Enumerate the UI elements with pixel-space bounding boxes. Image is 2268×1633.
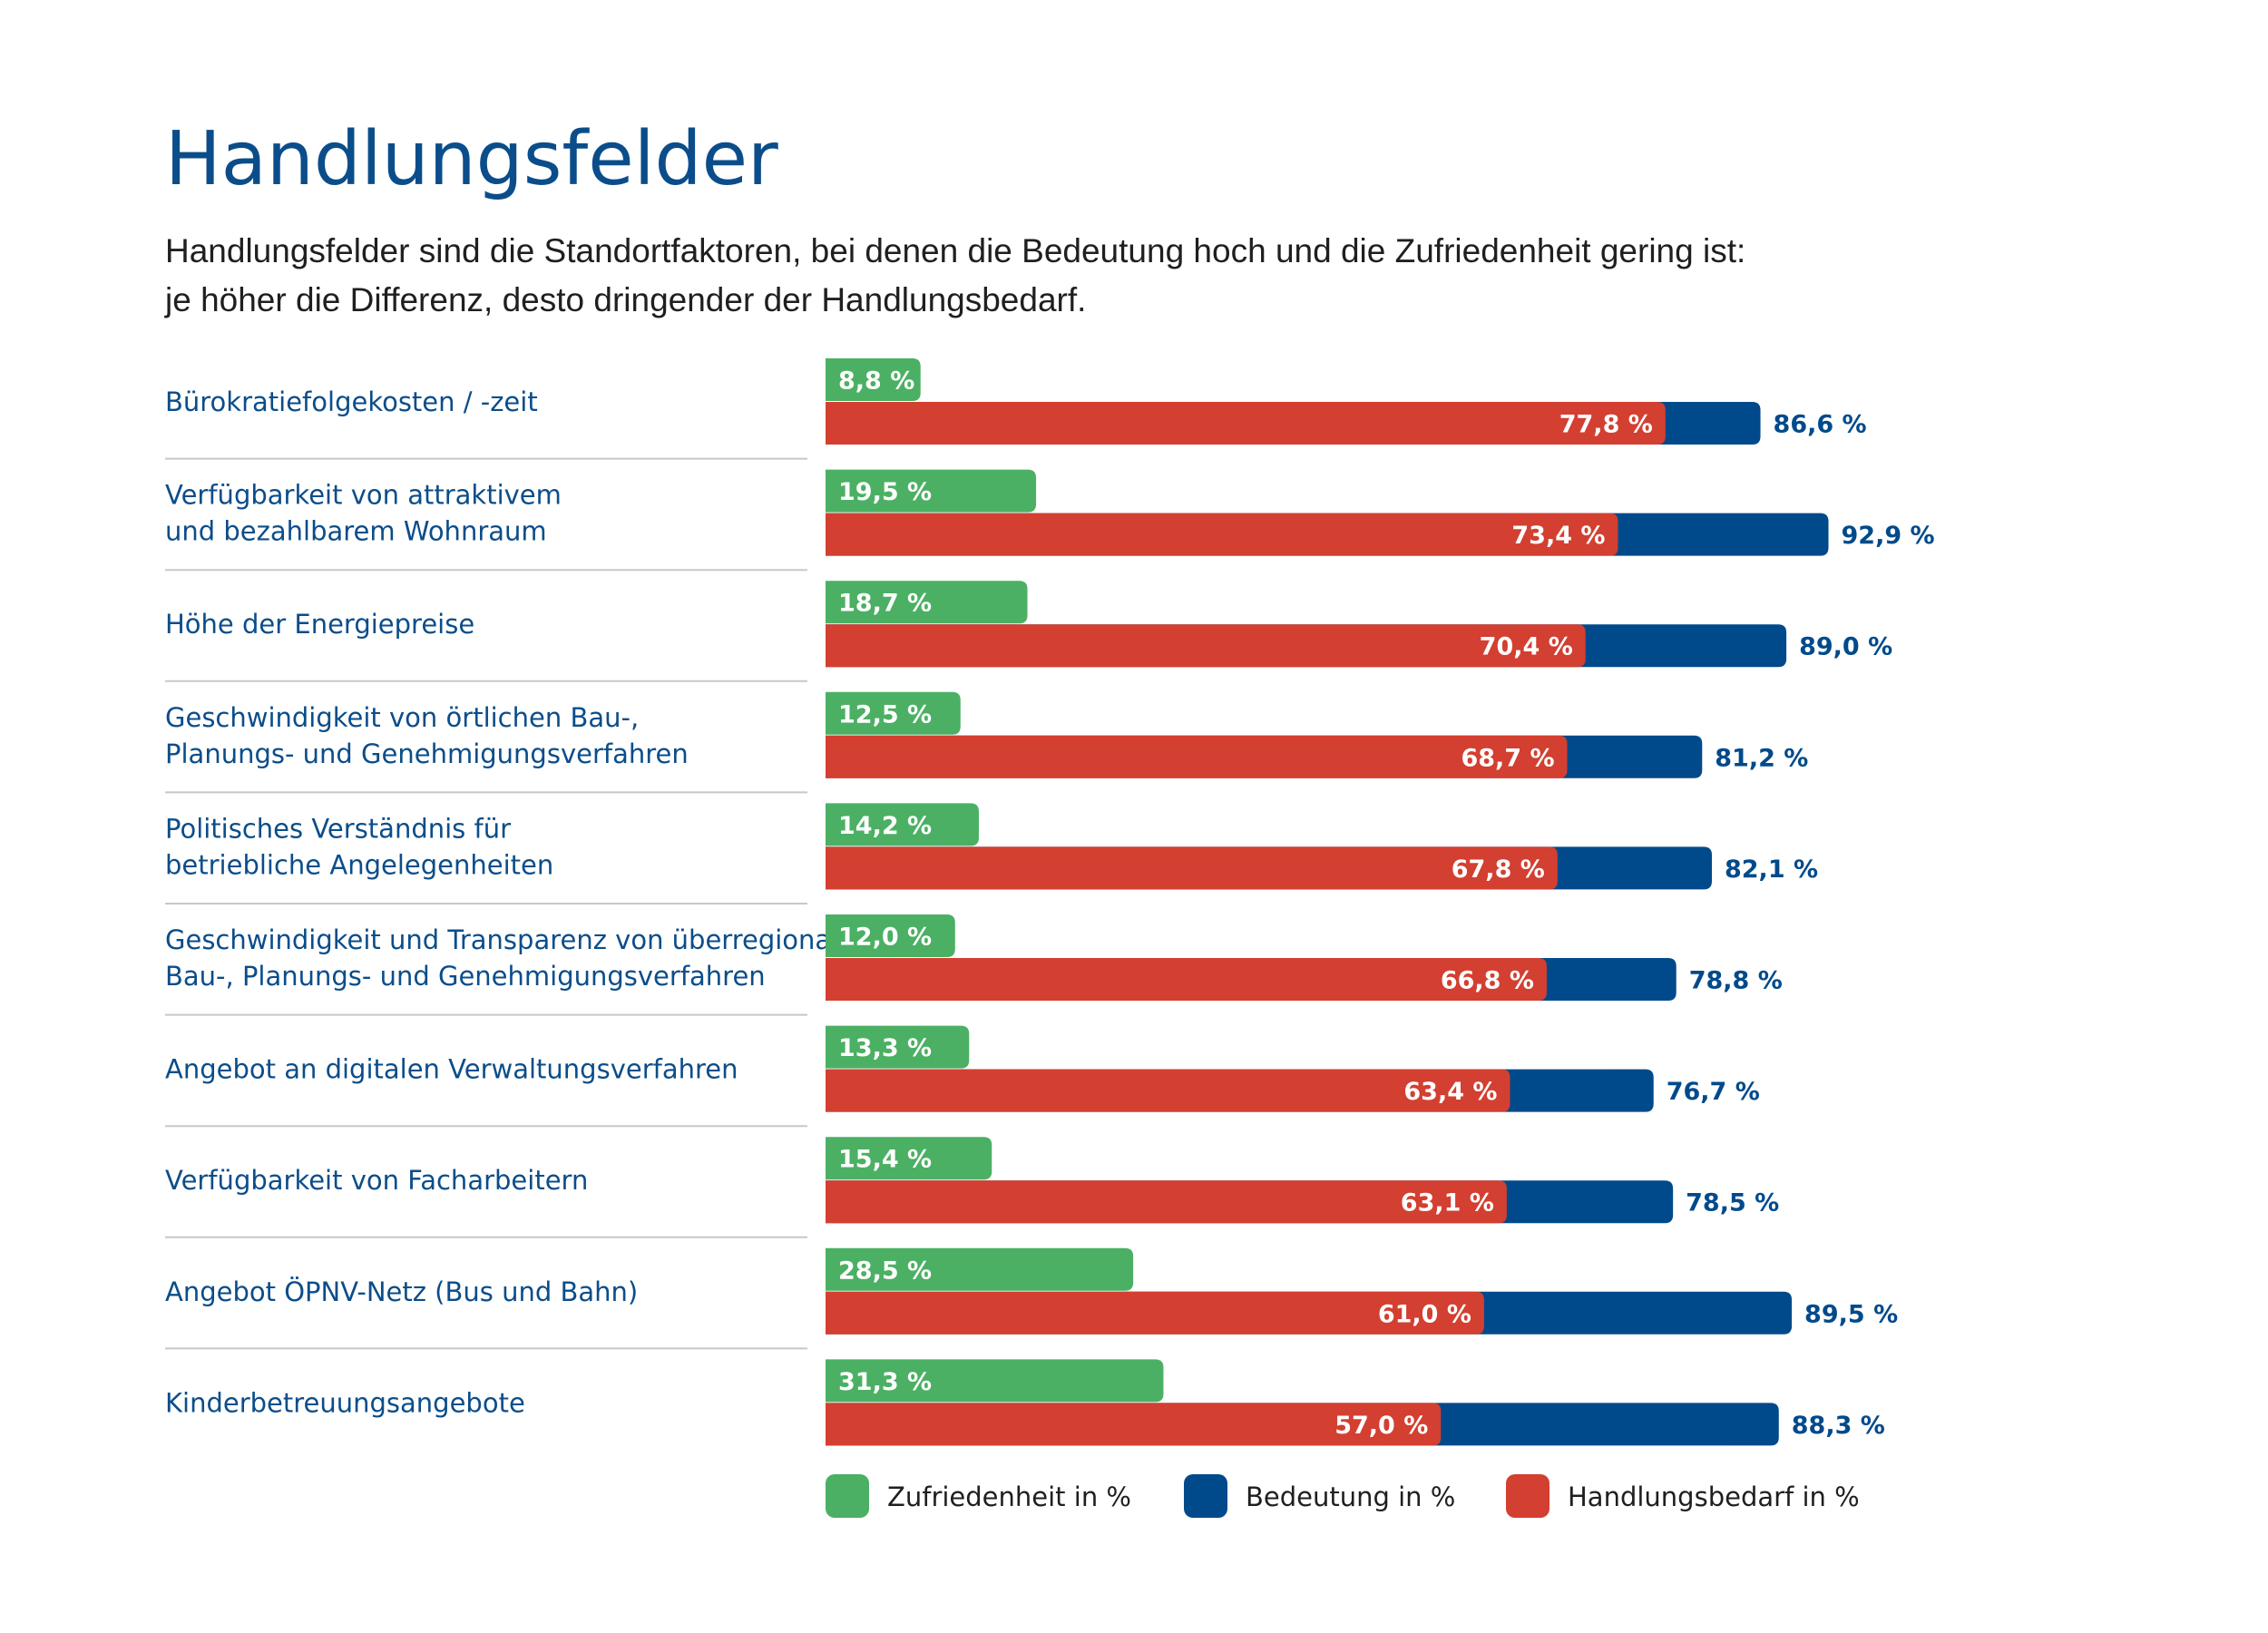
value-label-bedeutung: 76,7 % [1667,1078,1760,1106]
page-title: Handlungsfelder [165,116,778,202]
bar-zufriedenheit [826,1137,992,1180]
bar-zufriedenheit [826,358,921,401]
bar-handlungsbedarf [826,513,1618,556]
category-label-line: Kinderbetreuungsangebote [165,1387,525,1418]
category-label-line: Angebot an digitalen Verwaltungsverfahre… [165,1054,738,1085]
value-label-handlungsbedarf: 66,8 % [1441,967,1534,995]
category-label: Bürokratiefolgekosten / -zeit [165,386,538,417]
legend-swatch-handlungsbedarf [1506,1474,1549,1518]
value-label-bedeutung: 82,1 % [1725,856,1818,884]
category-label-line: betriebliche Angelegenheiten [165,849,553,880]
category-label: Geschwindigkeit von örtlichen Bau-, Planu… [165,702,689,769]
legend-label-zufriedenheit: Zufriedenheit in % [887,1481,1131,1512]
category-label: Geschwindigkeit und Transparenz von über… [165,924,871,992]
bar-zufriedenheit [826,914,955,957]
value-label-bedeutung: 86,6 % [1774,411,1867,439]
legend-label-handlungsbedarf: Handlungsbedarf in % [1568,1481,1860,1512]
value-label-handlungsbedarf: 61,0 % [1378,1300,1471,1328]
value-label-handlungsbedarf: 68,7 % [1461,744,1554,772]
category-label: Politisches Verständnis für betriebliche … [165,813,553,880]
bar-handlungsbedarf [826,1069,1510,1112]
value-label-handlungsbedarf: 63,1 % [1401,1189,1494,1217]
value-label-handlungsbedarf: 63,4 % [1403,1078,1497,1106]
bar-zufriedenheit [826,469,1037,513]
bar-handlungsbedarf [826,402,1666,445]
category-label: Kinderbetreuungsangebote [165,1387,525,1418]
value-label-bedeutung: 78,8 % [1689,967,1783,995]
legend-swatch-zufriedenheit [826,1474,869,1518]
value-label-zufriedenheit: 8,8 % [838,367,914,396]
value-label-bedeutung: 88,3 % [1792,1412,1885,1440]
bar-handlungsbedarf [826,735,1568,778]
bar-handlungsbedarf [826,1291,1484,1335]
bar-handlungsbedarf [826,1180,1507,1224]
bar-handlungsbedarf [826,958,1547,1001]
value-label-zufriedenheit: 19,5 % [838,478,932,506]
category-label-line: Planungs- und Genehmigungsverfahren [165,738,689,769]
value-label-zufriedenheit: 28,5 % [838,1257,932,1285]
category-label-line: Politisches Verständnis für [165,813,511,844]
category-label-line: Geschwindigkeit und Transparenz von über… [165,924,871,955]
page-subtitle: Handlungsfelder sind die Standortfaktore… [165,232,1746,318]
legend-label-bedeutung: Bedeutung in % [1246,1481,1455,1512]
category-label: Verfügbarkeit von Facharbeitern [165,1165,588,1196]
category-label: Angebot an digitalen Verwaltungsverfahre… [165,1054,738,1085]
value-label-zufriedenheit: 13,3 % [838,1034,932,1062]
bar-zufriedenheit [826,691,961,735]
category-label: Höhe der Energiepreise [165,609,474,640]
value-label-handlungsbedarf: 77,8 % [1559,411,1653,439]
category-label-line: und bezahlbarem Wohnraum [165,516,547,547]
category-label-line: Bürokratiefolgekosten / -zeit [165,386,538,417]
bar-handlungsbedarf [826,624,1586,668]
bar-zufriedenheit [826,1025,970,1069]
bar-zufriedenheit [826,803,979,846]
bar-zufriedenheit [826,1359,1164,1403]
value-label-bedeutung: 81,2 % [1715,744,1808,772]
value-label-bedeutung: 89,5 % [1804,1300,1898,1328]
value-label-handlungsbedarf: 57,0 % [1334,1412,1428,1440]
category-label-line: Verfügbarkeit von attraktivem [165,480,562,511]
category-label-line: Verfügbarkeit von Facharbeitern [165,1165,588,1196]
value-label-zufriedenheit: 15,4 % [838,1146,932,1174]
value-label-bedeutung: 92,9 % [1842,522,1935,550]
value-label-zufriedenheit: 12,0 % [838,924,932,952]
legend-swatch-bedeutung [1184,1474,1227,1518]
bar-handlungsbedarf [826,846,1558,890]
value-label-zufriedenheit: 12,5 % [838,700,932,728]
value-label-zufriedenheit: 31,3 % [838,1368,932,1396]
value-label-bedeutung: 89,0 % [1799,633,1892,661]
category-label-line: Bau-, Planungs- und Genehmigungsverfahre… [165,961,766,992]
value-label-handlungsbedarf: 70,4 % [1480,633,1573,661]
category-label: Verfügbarkeit von attraktivem und bezahlb… [165,480,562,547]
value-label-zufriedenheit: 18,7 % [838,590,932,618]
bar-zufriedenheit [826,1247,1134,1291]
value-label-bedeutung: 78,5 % [1686,1189,1779,1217]
bar-handlungsbedarf [826,1403,1442,1446]
value-label-zufriedenheit: 14,2 % [838,812,932,840]
bar-zufriedenheit [826,581,1028,624]
value-label-handlungsbedarf: 67,8 % [1452,856,1545,884]
category-label-line: Geschwindigkeit von örtlichen Bau-, [165,702,639,733]
category-label: Angebot ÖPNV-Netz (Bus und Bahn) [165,1276,638,1307]
category-label-line: Angebot ÖPNV-Netz (Bus und Bahn) [165,1276,638,1307]
value-label-handlungsbedarf: 73,4 % [1511,522,1605,550]
category-label-line: Höhe der Energiepreise [165,609,474,640]
